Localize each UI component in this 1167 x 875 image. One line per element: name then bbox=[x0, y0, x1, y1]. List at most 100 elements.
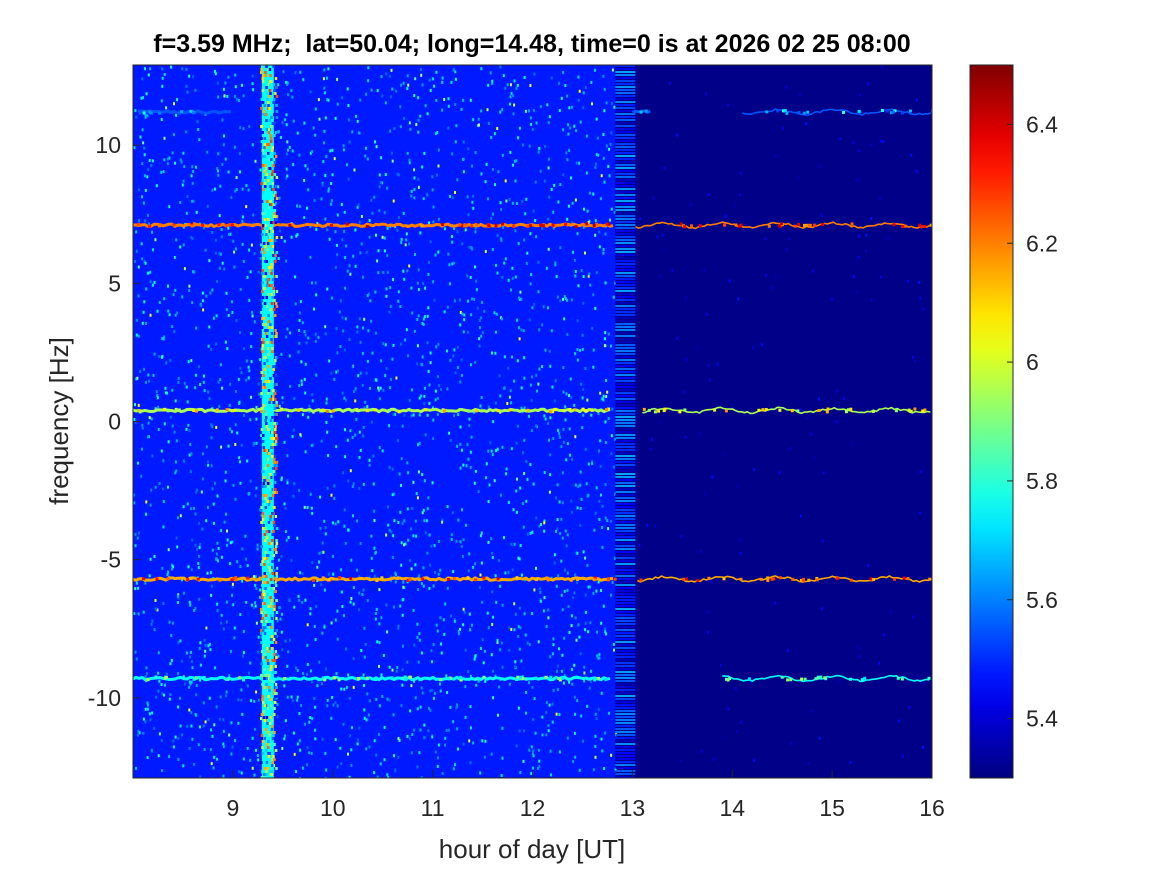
noise-cell bbox=[499, 65, 502, 69]
noise-cell bbox=[735, 301, 738, 305]
noise-cell bbox=[358, 608, 360, 612]
noise-cell bbox=[174, 399, 177, 403]
noise-cell bbox=[453, 414, 455, 418]
noise-cell bbox=[306, 663, 309, 666]
noise-cell bbox=[311, 680, 314, 684]
vertical-stripe-cell bbox=[269, 596, 272, 599]
noise-cell bbox=[858, 234, 860, 238]
noise-cell bbox=[356, 205, 359, 209]
noise-cell bbox=[255, 441, 258, 445]
trace-hot-cell bbox=[357, 677, 361, 680]
transition-cell bbox=[615, 722, 636, 724]
x-axis-label: hour of day [UT] bbox=[439, 834, 625, 864]
noise-cell bbox=[257, 698, 260, 702]
vertical-stripe-cell bbox=[275, 413, 278, 416]
trace-hot-cell bbox=[597, 676, 601, 680]
noise-cell bbox=[712, 474, 715, 478]
noise-cell bbox=[381, 94, 384, 98]
noise-cell bbox=[389, 95, 392, 99]
vertical-stripe-cell bbox=[274, 383, 277, 386]
noise-cell bbox=[255, 587, 258, 590]
noise-cell bbox=[375, 697, 378, 701]
vertical-stripe-cell bbox=[265, 86, 268, 89]
noise-cell bbox=[480, 316, 483, 320]
noise-cell bbox=[382, 342, 385, 346]
vertical-stripe-cell bbox=[263, 539, 267, 542]
noise-cell bbox=[149, 280, 152, 284]
noise-cell bbox=[558, 647, 560, 651]
trace-hot-cell bbox=[857, 109, 861, 113]
vertical-stripe-cell bbox=[272, 221, 275, 224]
trace-hot-cell bbox=[923, 408, 927, 412]
vertical-stripe-cell bbox=[267, 104, 270, 107]
noise-cell bbox=[274, 480, 277, 484]
noise-cell bbox=[375, 145, 378, 149]
vertical-stripe-cell bbox=[271, 758, 274, 761]
noise-cell bbox=[330, 716, 333, 720]
noise-cell bbox=[156, 309, 159, 313]
noise-cell bbox=[204, 720, 207, 724]
noise-cell bbox=[188, 655, 191, 659]
noise-cell bbox=[230, 752, 233, 756]
noise-cell bbox=[574, 198, 577, 202]
vertical-stripe-cell bbox=[275, 95, 279, 98]
noise-cell bbox=[550, 76, 553, 80]
noise-cell bbox=[490, 216, 493, 220]
vertical-stripe-cell bbox=[274, 194, 277, 197]
noise-cell bbox=[158, 732, 161, 736]
noise-cell bbox=[226, 538, 229, 542]
vertical-stripe-cell bbox=[269, 227, 273, 230]
vertical-stripe-cell bbox=[272, 101, 275, 104]
trace-hot-cell bbox=[549, 675, 553, 679]
noise-cell bbox=[583, 665, 586, 669]
noise-cell bbox=[294, 275, 297, 279]
noise-cell bbox=[323, 91, 326, 95]
vertical-stripe-cell bbox=[270, 206, 274, 209]
noise-cell bbox=[408, 398, 411, 402]
transition-cell bbox=[615, 476, 636, 478]
noise-cell bbox=[314, 728, 316, 732]
noise-cell bbox=[155, 607, 158, 611]
noise-cell bbox=[535, 235, 538, 239]
noise-cell bbox=[247, 188, 250, 192]
transition-cell bbox=[615, 311, 636, 313]
noise-cell bbox=[516, 424, 519, 428]
noise-cell bbox=[327, 454, 330, 458]
noise-cell bbox=[166, 157, 169, 161]
vertical-stripe-cell bbox=[275, 104, 278, 107]
transition-cell bbox=[615, 308, 636, 310]
noise-cell bbox=[413, 94, 416, 97]
noise-cell bbox=[145, 92, 148, 96]
trace-hot-cell bbox=[846, 408, 850, 412]
noise-cell bbox=[498, 685, 501, 689]
noise-cell bbox=[417, 470, 420, 474]
vertical-stripe-cell bbox=[271, 347, 274, 350]
trace-hot-cell bbox=[534, 578, 538, 582]
transition-cell bbox=[615, 743, 636, 745]
noise-cell bbox=[471, 247, 474, 251]
noise-cell bbox=[583, 671, 586, 675]
noise-cell bbox=[283, 502, 286, 506]
transition-cell bbox=[615, 668, 636, 670]
noise-cell bbox=[348, 337, 351, 341]
noise-cell bbox=[135, 333, 138, 337]
trace-hot-cell bbox=[496, 409, 500, 413]
noise-cell bbox=[588, 272, 591, 276]
noise-cell bbox=[239, 287, 242, 291]
noise-cell bbox=[421, 473, 424, 476]
noise-cell bbox=[417, 130, 420, 134]
noise-cell bbox=[303, 722, 306, 726]
noise-cell bbox=[472, 206, 475, 210]
vertical-stripe-cell bbox=[269, 614, 273, 617]
noise-cell bbox=[190, 680, 193, 684]
noise-cell bbox=[451, 235, 453, 238]
trace-hot-cell bbox=[786, 678, 790, 682]
vertical-stripe-cell bbox=[262, 383, 266, 386]
noise-cell bbox=[345, 244, 348, 248]
trace-hot-cell bbox=[403, 675, 407, 679]
noise-cell bbox=[147, 421, 150, 425]
noise-cell bbox=[344, 317, 347, 321]
trace-hot-cell bbox=[482, 576, 486, 580]
noise-cell bbox=[455, 539, 458, 543]
noise-cell bbox=[171, 151, 174, 155]
